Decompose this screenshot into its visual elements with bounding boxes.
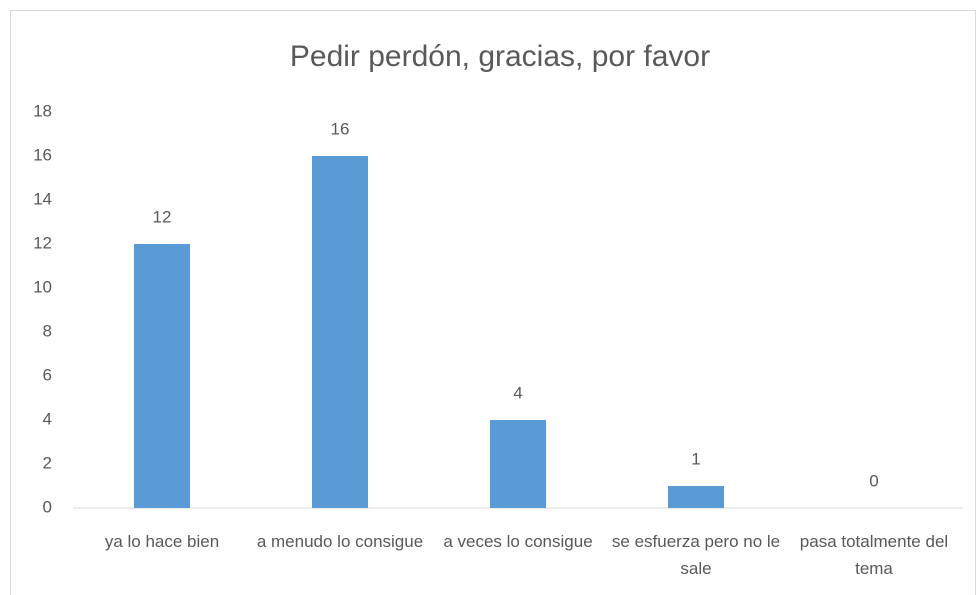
y-tick-label: 12 bbox=[33, 233, 52, 252]
y-tick-label: 6 bbox=[43, 365, 52, 384]
y-tick-label: 0 bbox=[43, 497, 52, 516]
x-tick-label: ya lo hace bien bbox=[104, 532, 220, 551]
x-tick-label: se esfuerza pero no le sale bbox=[611, 532, 781, 578]
y-tick-label: 16 bbox=[33, 145, 52, 164]
chart-title: Pedir perdón, gracias, por favor bbox=[290, 40, 710, 73]
data-label: 0 bbox=[869, 471, 878, 490]
data-label: 4 bbox=[513, 383, 522, 402]
data-label: 1 bbox=[691, 449, 700, 468]
bar bbox=[668, 486, 724, 508]
x-tick-label: pasa totalmente del tema bbox=[799, 532, 949, 578]
y-tick-label: 18 bbox=[33, 101, 52, 120]
y-tick-label: 10 bbox=[33, 277, 52, 296]
y-tick-label: 14 bbox=[33, 189, 52, 208]
chart-frame bbox=[10, 10, 976, 595]
x-tick-label: a menudo lo consigue bbox=[256, 532, 424, 551]
bar bbox=[490, 420, 546, 508]
data-label: 12 bbox=[153, 207, 172, 226]
y-tick-label: 2 bbox=[43, 453, 52, 472]
bar bbox=[312, 156, 368, 508]
bar bbox=[134, 244, 190, 508]
y-tick-label: 4 bbox=[43, 409, 52, 428]
data-label: 16 bbox=[331, 119, 350, 138]
x-tick-label: a veces lo consigue bbox=[443, 532, 593, 551]
y-tick-label: 8 bbox=[43, 321, 52, 340]
